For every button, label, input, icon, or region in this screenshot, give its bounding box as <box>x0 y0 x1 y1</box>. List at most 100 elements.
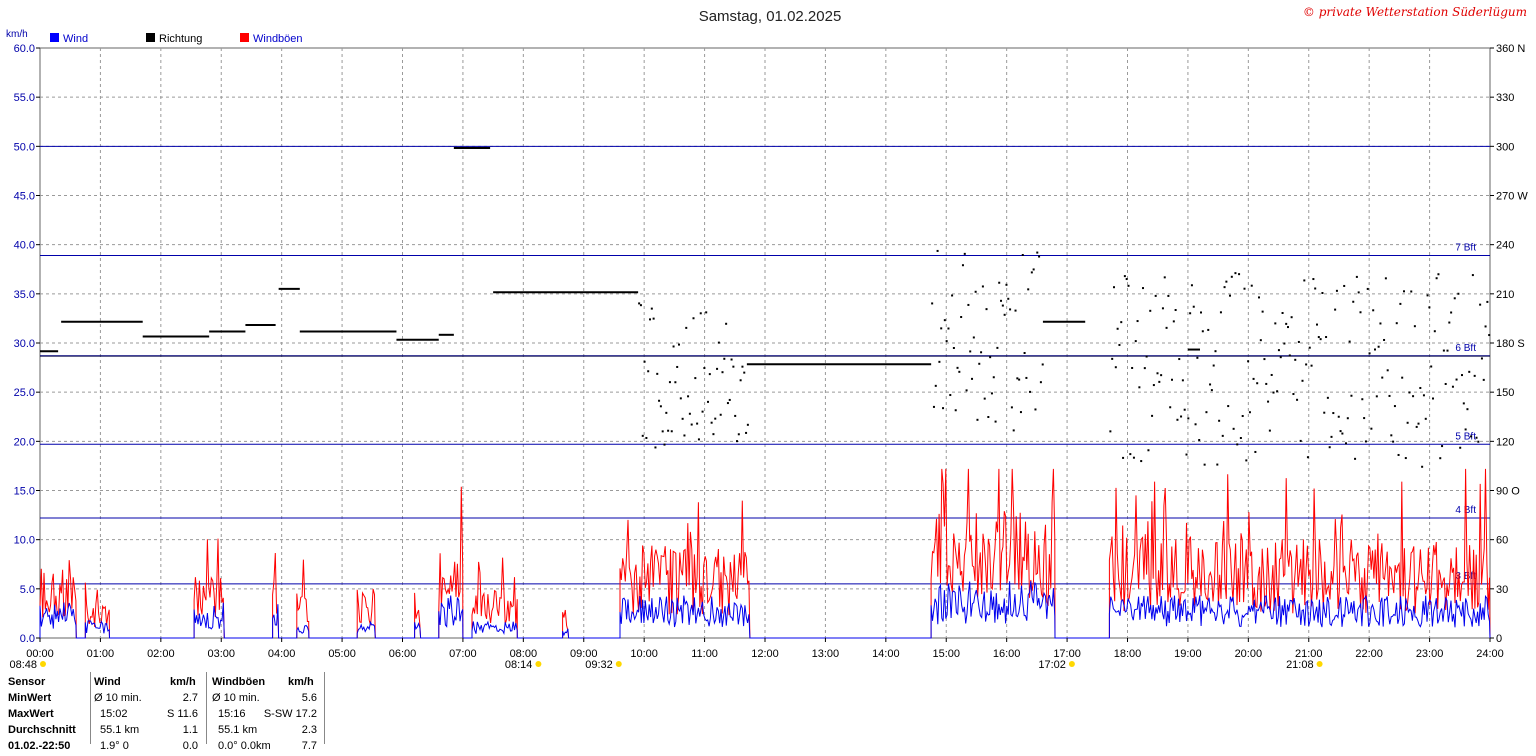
direction-point <box>1384 277 1387 280</box>
sun-event-marker <box>535 661 542 667</box>
direction-point <box>1305 363 1308 366</box>
direction-point <box>1180 415 1183 418</box>
x-tick-label: 20:00 <box>1235 648 1263 660</box>
direction-point <box>656 372 659 375</box>
direction-point <box>1381 376 1384 379</box>
stats-header-gust-unit: km/h <box>288 676 314 688</box>
direction-point <box>1109 430 1112 433</box>
direction-point <box>679 397 682 400</box>
direction-point <box>996 346 999 349</box>
direction-point <box>643 360 646 363</box>
stats-gust-value: 7.7 <box>301 740 317 752</box>
direction-point <box>739 379 742 382</box>
direction-point <box>1471 274 1474 277</box>
direction-point <box>978 362 981 365</box>
direction-point <box>990 392 993 395</box>
direction-point <box>1337 415 1340 418</box>
direction-point <box>1397 453 1400 456</box>
y-tick-label: 5.0 <box>20 584 35 596</box>
x-tick-label: 21:00 <box>1295 648 1323 660</box>
y-right-tick-label: 60 <box>1496 535 1508 547</box>
direction-point <box>976 418 979 421</box>
y-tick-label: 60.0 <box>14 43 35 55</box>
legend-gust-label: Windböen <box>253 33 303 45</box>
direction-point <box>1306 456 1309 459</box>
direction-point <box>1250 284 1253 287</box>
direction-point <box>1386 369 1389 372</box>
direction-point <box>1274 322 1277 325</box>
y-tick-label: 50.0 <box>14 141 35 153</box>
direction-point <box>1428 306 1431 309</box>
direction-point <box>1010 406 1013 409</box>
direction-point <box>1127 284 1130 287</box>
direction-point <box>971 377 974 380</box>
direction-point <box>1285 322 1288 325</box>
direction-point <box>652 317 655 320</box>
direction-point <box>1005 283 1008 286</box>
y-tick-label: 25.0 <box>14 387 35 399</box>
direction-point <box>725 322 728 325</box>
direction-point <box>1482 378 1485 381</box>
direction-point <box>1036 251 1039 254</box>
direction-point <box>992 376 995 379</box>
direction-point <box>1473 374 1476 377</box>
direction-point <box>1441 445 1444 448</box>
direction-point <box>940 327 943 330</box>
sun-event-marker <box>1316 661 1323 667</box>
direction-point <box>1023 351 1026 354</box>
direction-point <box>983 397 986 400</box>
direction-point <box>732 365 735 368</box>
direction-point <box>668 381 671 384</box>
direction-point <box>1131 366 1134 369</box>
y-tick-label: 0.0 <box>20 633 35 645</box>
direction-point <box>647 370 650 373</box>
direction-point <box>1341 432 1344 435</box>
direction-point <box>1114 366 1117 369</box>
stats-row-label: MaxWert <box>8 708 54 720</box>
y-right-tick-label: 90 O <box>1496 486 1520 498</box>
direction-point <box>1332 412 1335 415</box>
direction-point <box>1484 325 1487 328</box>
direction-point <box>690 423 693 426</box>
sun-event-marker <box>615 661 622 667</box>
direction-series <box>40 146 1491 468</box>
direction-point <box>1323 411 1326 414</box>
stats-wind-value: 1.1 <box>182 724 198 736</box>
direction-point <box>1401 376 1404 379</box>
direction-point <box>1241 415 1244 418</box>
direction-point <box>952 346 955 349</box>
stats-table: Sensor Wind km/h Windböen km/h MinWert Ø… <box>0 672 326 752</box>
x-tick-label: 23:00 <box>1416 648 1444 660</box>
direction-point <box>1392 440 1395 443</box>
direction-point <box>956 366 959 369</box>
direction-point <box>1413 325 1416 328</box>
stats-gust-time: 15:16 <box>218 708 246 720</box>
direction-point <box>1308 346 1311 349</box>
legend-direction-swatch <box>146 33 155 42</box>
direction-point <box>1352 300 1355 303</box>
direction-point <box>1448 321 1451 324</box>
direction-point <box>1029 390 1032 393</box>
direction-point <box>1319 338 1322 341</box>
direction-point <box>697 438 700 441</box>
direction-point <box>1001 304 1004 307</box>
stats-header-gust: Windböen <box>212 676 266 688</box>
direction-point <box>674 381 677 384</box>
chart-header: Samstag, 01.02.2025 © private Wetterstat… <box>6 5 1527 45</box>
direction-point <box>1263 358 1266 361</box>
stats-row-max: MaxWert 15:02 S 11.6 15:16 S-SW 17.2 <box>0 708 326 724</box>
direction-point <box>1361 398 1364 401</box>
direction-point <box>638 302 641 305</box>
direction-point <box>721 371 724 374</box>
stats-row-label: 01.02.-22:50 <box>8 740 71 752</box>
chart-axes: 0.0 5.0 10.0 15.0 20.0 25.0 30.0 35.0 40.0 45.0 50… <box>9 43 1528 671</box>
y-right-tick-label: 150 <box>1496 387 1514 399</box>
direction-point <box>1350 394 1353 397</box>
direction-point <box>1196 356 1199 359</box>
direction-point <box>1272 391 1275 394</box>
direction-point <box>1145 355 1148 358</box>
direction-point <box>960 316 963 319</box>
direction-point <box>1018 378 1021 381</box>
legend-wind-label: Wind <box>63 33 88 45</box>
direction-point <box>1488 334 1491 337</box>
